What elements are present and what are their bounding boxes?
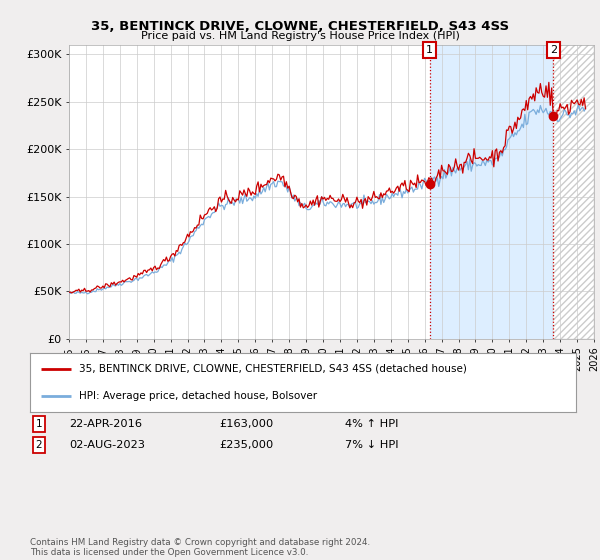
Text: 2: 2	[550, 45, 557, 55]
Text: 22-APR-2016: 22-APR-2016	[69, 419, 142, 429]
Bar	[553, 45, 594, 339]
Bar	[430, 45, 553, 339]
Bar	[553, 45, 594, 339]
Text: 02-AUG-2023: 02-AUG-2023	[69, 440, 145, 450]
Text: 1: 1	[426, 45, 433, 55]
Text: Price paid vs. HM Land Registry's House Price Index (HPI): Price paid vs. HM Land Registry's House …	[140, 31, 460, 41]
Text: £163,000: £163,000	[219, 419, 273, 429]
Text: 4% ↑ HPI: 4% ↑ HPI	[345, 419, 398, 429]
Text: 7% ↓ HPI: 7% ↓ HPI	[345, 440, 398, 450]
Text: Contains HM Land Registry data © Crown copyright and database right 2024.
This d: Contains HM Land Registry data © Crown c…	[30, 538, 370, 557]
Text: £235,000: £235,000	[219, 440, 273, 450]
Text: 2: 2	[35, 440, 43, 450]
Text: 1: 1	[35, 419, 43, 429]
Text: 35, BENTINCK DRIVE, CLOWNE, CHESTERFIELD, S43 4SS: 35, BENTINCK DRIVE, CLOWNE, CHESTERFIELD…	[91, 20, 509, 32]
Text: 35, BENTINCK DRIVE, CLOWNE, CHESTERFIELD, S43 4SS (detached house): 35, BENTINCK DRIVE, CLOWNE, CHESTERFIELD…	[79, 363, 467, 374]
Text: HPI: Average price, detached house, Bolsover: HPI: Average price, detached house, Bols…	[79, 391, 317, 401]
